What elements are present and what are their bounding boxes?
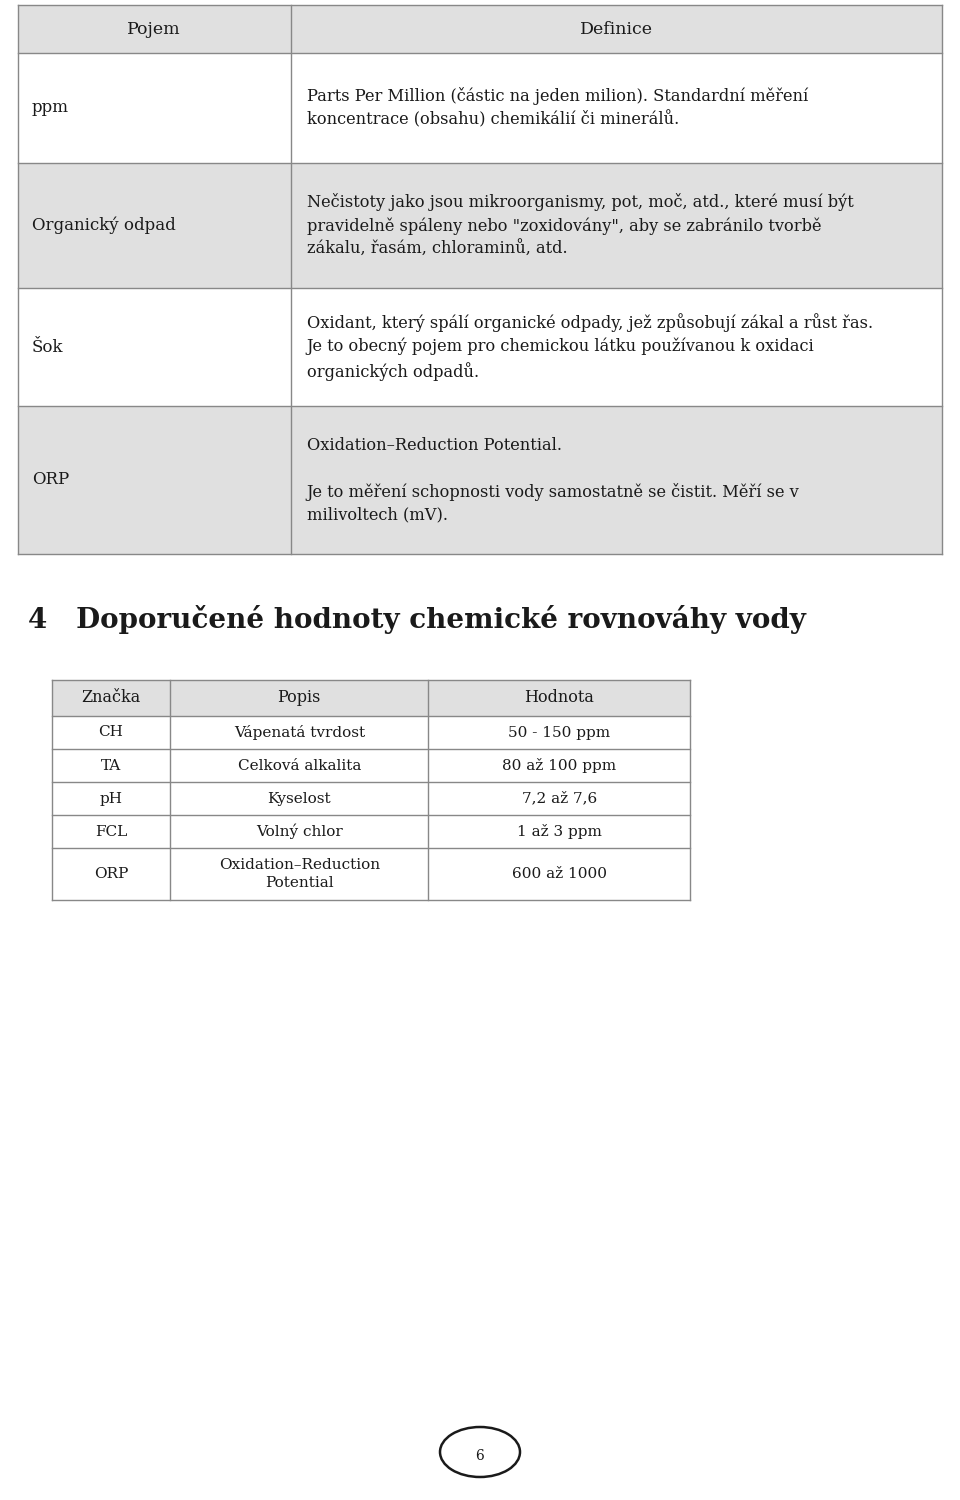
- Bar: [428, 782, 690, 814]
- Bar: [52, 782, 170, 814]
- Text: 600 až 1000: 600 až 1000: [512, 867, 607, 880]
- Bar: [170, 680, 428, 716]
- Text: Definice: Definice: [580, 21, 653, 38]
- Text: ORP: ORP: [32, 471, 69, 489]
- Text: Parts Per Million (částic na jeden milion). Standardní měření
koncentrace (obsah: Parts Per Million (částic na jeden milio…: [306, 87, 807, 129]
- Text: 6: 6: [475, 1449, 485, 1462]
- Text: Popis: Popis: [277, 690, 321, 706]
- Bar: [52, 815, 170, 848]
- Bar: [428, 847, 690, 900]
- Bar: [291, 406, 942, 554]
- Text: Nečistoty jako jsou mikroorganismy, pot, moč, atd., které musí být
pravidelně sp: Nečistoty jako jsou mikroorganismy, pot,…: [306, 194, 853, 258]
- Text: TA: TA: [101, 759, 121, 772]
- Bar: [170, 748, 428, 782]
- Text: Oxidant, který spálí organické odpady, jež způsobují zákal a růst řas.
Je to obe: Oxidant, který spálí organické odpady, j…: [306, 314, 873, 381]
- Bar: [170, 815, 428, 848]
- Bar: [18, 53, 291, 164]
- Bar: [428, 748, 690, 782]
- Bar: [18, 164, 291, 288]
- Text: Oxidation–Reduction Potential.

Je to měření schopnosti vody samostatně se čisti: Oxidation–Reduction Potential. Je to měř…: [306, 436, 800, 524]
- Bar: [52, 680, 170, 716]
- Bar: [170, 847, 428, 900]
- Text: Kyselost: Kyselost: [268, 792, 331, 806]
- Bar: [428, 815, 690, 848]
- Text: CH: CH: [99, 726, 124, 740]
- Bar: [291, 164, 942, 288]
- Bar: [170, 716, 428, 748]
- Text: Organický odpad: Organický odpad: [32, 217, 176, 234]
- Bar: [18, 406, 291, 554]
- Bar: [291, 53, 942, 164]
- Bar: [170, 782, 428, 814]
- Text: 4   Doporučené hodnoty chemické rovnováhy vody: 4 Doporučené hodnoty chemické rovnováhy …: [28, 606, 805, 634]
- Text: Celková alkalita: Celková alkalita: [237, 759, 361, 772]
- Text: Pojem: Pojem: [128, 21, 181, 38]
- Bar: [18, 288, 291, 406]
- Text: pH: pH: [100, 792, 123, 806]
- Bar: [291, 288, 942, 406]
- Text: Hodnota: Hodnota: [524, 690, 594, 706]
- Text: ppm: ppm: [32, 99, 69, 117]
- Text: ORP: ORP: [94, 867, 129, 880]
- Text: 1 až 3 ppm: 1 až 3 ppm: [516, 824, 602, 839]
- Text: 80 až 100 ppm: 80 až 100 ppm: [502, 758, 616, 772]
- Bar: [18, 4, 291, 52]
- Bar: [291, 4, 942, 52]
- Text: Oxidation–Reduction
Potential: Oxidation–Reduction Potential: [219, 858, 380, 889]
- Bar: [52, 847, 170, 900]
- Bar: [52, 716, 170, 748]
- Bar: [428, 716, 690, 748]
- Text: Šok: Šok: [32, 339, 63, 356]
- Bar: [428, 680, 690, 716]
- Text: Vápenatá tvrdost: Vápenatá tvrdost: [233, 724, 365, 740]
- Text: FCL: FCL: [95, 825, 127, 839]
- Text: 50 - 150 ppm: 50 - 150 ppm: [508, 726, 611, 740]
- Text: Volný chlor: Volný chlor: [256, 824, 343, 840]
- Bar: [52, 748, 170, 782]
- Text: 7,2 až 7,6: 7,2 až 7,6: [521, 792, 597, 806]
- Text: Značka: Značka: [82, 690, 140, 706]
